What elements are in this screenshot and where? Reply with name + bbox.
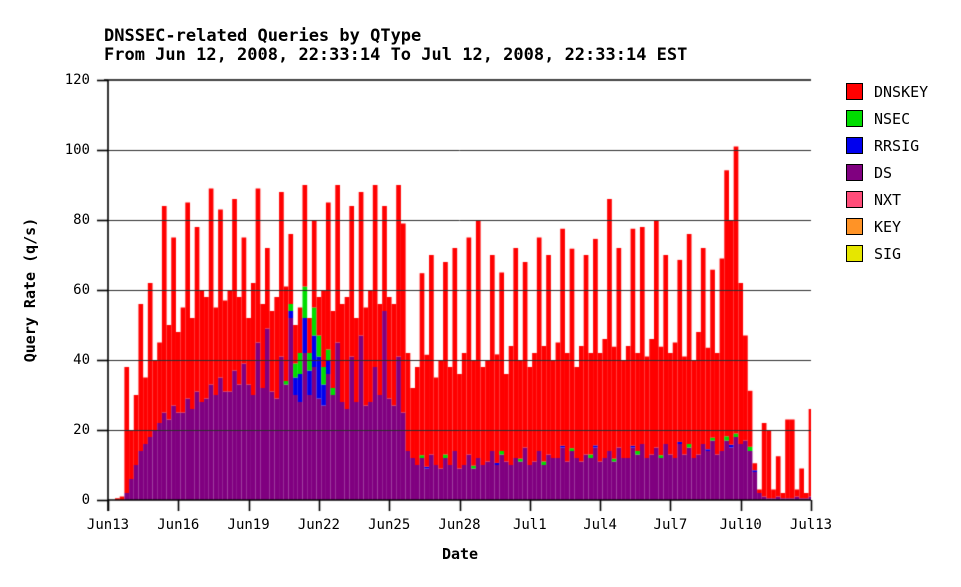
x-tick-label: Jul1 [512, 517, 547, 533]
x-tick-label: Jul13 [789, 517, 833, 533]
y-tick-label: 20 [73, 422, 90, 438]
legend-label: NSEC [874, 110, 911, 128]
y-tick-label: 100 [64, 142, 90, 158]
y-tick-label: 80 [73, 212, 90, 228]
legend-label: SIG [874, 245, 902, 263]
x-tick-label: Jun19 [227, 517, 270, 533]
legend-swatch-nxt [846, 191, 863, 208]
chart-subtitle: From Jun 12, 2008, 22:33:14 To Jul 12, 2… [104, 45, 688, 65]
x-tick-label: Jul4 [583, 517, 617, 533]
x-tick-label: Jul7 [653, 517, 688, 533]
x-tick-label: Jun13 [86, 517, 130, 533]
y-tick-label: 0 [81, 492, 90, 508]
y-tick-label: 40 [73, 352, 90, 368]
x-tick-label: Jun22 [297, 517, 340, 533]
legend-swatch-rrsig [846, 137, 863, 154]
x-axis-title: Date [441, 545, 479, 563]
legend-label: NXT [874, 191, 902, 209]
x-tick-label: Jun28 [438, 517, 481, 533]
legend-swatch-ds [846, 164, 863, 181]
x-tick-label: Jul10 [719, 517, 762, 533]
y-tick-label: 60 [73, 282, 90, 298]
legend-swatch-sig [846, 245, 863, 262]
legend-label: DNSKEY [874, 83, 929, 101]
legend-label: KEY [874, 218, 902, 236]
y-tick-label: 120 [64, 72, 90, 88]
legend-label: DS [874, 164, 893, 182]
legend-swatch-dnskey [846, 83, 863, 100]
legend-swatch-key [846, 218, 863, 235]
x-tick-label: Jun25 [368, 517, 411, 533]
chart-title: DNSSEC-related Queries by QType [104, 26, 422, 46]
legend-label: RRSIG [874, 137, 920, 155]
x-tick-label: Jun16 [157, 517, 200, 533]
legend-swatch-nsec [846, 110, 863, 127]
y-axis-title: Query Rate (q/s) [21, 217, 39, 363]
